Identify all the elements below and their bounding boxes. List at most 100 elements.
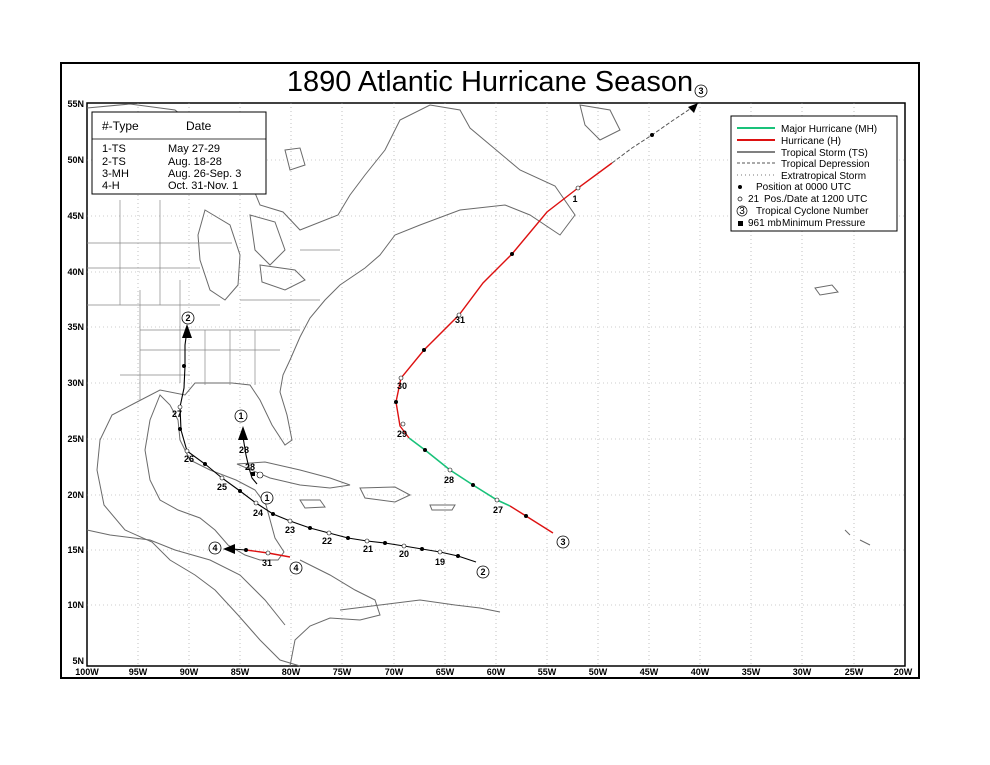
lat-label: 55N: [67, 99, 84, 109]
storm-number: 3: [698, 86, 703, 96]
table-header-date: Date: [186, 119, 212, 133]
storm-number: 1: [264, 493, 269, 503]
lat-label: 5N: [72, 656, 84, 666]
longitude-labels: 100W 95W 90W 85W 80W 75W 70W 65W 60W 55W…: [75, 667, 913, 677]
date-label: 21: [363, 544, 373, 554]
lon-label: 90W: [180, 667, 199, 677]
lon-label: 40W: [691, 667, 710, 677]
legend-label: Major Hurricane (MH): [781, 124, 877, 135]
storm-2-noon-positions: [177, 404, 443, 555]
map-title: 1890 Atlantic Hurricane Season: [286, 66, 694, 98]
storm-2-arrow: [182, 324, 192, 338]
legend: Major Hurricane (MH) Hurricane (H) Tropi…: [730, 115, 898, 232]
storm-number: 4: [212, 543, 217, 553]
date-label: 26: [184, 454, 194, 464]
lat-label: 20N: [67, 490, 84, 500]
position-open-dot-icon: [737, 196, 743, 202]
table-row-date: Oct. 31-Nov. 1: [168, 180, 238, 192]
storm-1-track: [238, 426, 264, 485]
date-label: 28: [245, 462, 255, 472]
table-row-type: 4-H: [102, 180, 120, 192]
lon-label: 45W: [640, 667, 659, 677]
political-boundaries: [87, 200, 340, 400]
lat-label: 35N: [67, 322, 84, 332]
legend-pos-1200: Pos./Date at 1200 UTC: [764, 194, 867, 205]
table-row-type: 3-MH: [102, 168, 129, 180]
lat-label: 15N: [67, 545, 84, 555]
lon-label: 55W: [538, 667, 557, 677]
lon-label: 30W: [793, 667, 812, 677]
date-label: 30: [397, 381, 407, 391]
lat-label: 50N: [67, 155, 84, 165]
date-label: 24: [253, 508, 263, 518]
storm-number-circles: [181, 84, 708, 579]
date-label: 23: [285, 525, 295, 535]
storm-number: 2: [480, 567, 485, 577]
lat-label: 10N: [67, 600, 84, 610]
storm-number: 1: [238, 411, 243, 421]
date-label: 31: [262, 558, 272, 568]
cyclone-number-icon: [736, 205, 748, 217]
date-label: 28: [239, 445, 249, 455]
storm-number: 3: [560, 537, 565, 547]
date-label: 25: [217, 482, 227, 492]
legend-position-0000: Position at 0000 UTC: [756, 182, 851, 193]
pressure-square-icon: [738, 221, 743, 226]
date-label: 28: [444, 475, 454, 485]
map-frame: [60, 62, 920, 679]
lat-label: 30N: [67, 378, 84, 388]
legend-pressure-value: 961 mb: [748, 218, 782, 229]
lon-label: 100W: [75, 667, 99, 677]
storm-number: 4: [293, 563, 298, 573]
legend-pressure-text: Minimum Pressure: [782, 218, 866, 229]
legend-label: Hurricane (H): [781, 136, 841, 147]
storm-2-positions: [178, 364, 460, 558]
lon-label: 35W: [742, 667, 761, 677]
lon-label: 95W: [129, 667, 148, 677]
lon-label: 60W: [487, 667, 506, 677]
position-dot-icon: [738, 185, 742, 189]
table-row-date: May 27-29: [168, 143, 220, 155]
lat-label: 25N: [67, 434, 84, 444]
lon-label: 50W: [589, 667, 608, 677]
storm-4-arrow: [223, 544, 235, 554]
storm-table: #-Type Date 1-TS May 27-29 2-TS Aug. 18-…: [91, 111, 267, 195]
date-label: 1: [572, 194, 577, 204]
legend-pos-number: 21: [748, 194, 760, 205]
lon-label: 85W: [231, 667, 250, 677]
date-labels: 28 28 19 20 21 22 23 24 25 26 27 27 28 2…: [172, 194, 578, 568]
lon-label: 65W: [436, 667, 455, 677]
date-label: 27: [172, 409, 182, 419]
storm-4-track: [223, 544, 291, 558]
date-label: 20: [399, 549, 409, 559]
table-row-type: 1-TS: [102, 143, 126, 155]
storm-numbers: 1 1 2 2 3 3 4 4: [185, 86, 703, 577]
table-row-type: 2-TS: [102, 156, 126, 168]
latitude-labels: 5N 10N 15N 20N 25N 30N 35N 40N 45N 50N 5…: [67, 99, 84, 666]
table-row-date: Aug. 26-Sep. 3: [168, 168, 241, 180]
storm-1-min-pressure: [251, 472, 255, 476]
lon-label: 20W: [894, 667, 913, 677]
storm-3-track: [394, 103, 698, 534]
legend-cyclone-number: Tropical Cyclone Number: [756, 206, 869, 217]
legend-cyclone-symbol: 3: [739, 206, 745, 217]
date-label: 22: [322, 536, 332, 546]
date-label: 19: [435, 557, 445, 567]
storm-number: 2: [185, 313, 190, 323]
storm-2-track: [177, 324, 477, 563]
lon-label: 80W: [282, 667, 301, 677]
date-label: 27: [493, 505, 503, 515]
lon-label: 25W: [845, 667, 864, 677]
lon-label: 70W: [385, 667, 404, 677]
storm-3-positions: [394, 133, 654, 518]
lat-label: 40N: [67, 267, 84, 277]
lon-label: 75W: [333, 667, 352, 677]
table-row-date: Aug. 18-28: [168, 156, 222, 168]
legend-label: Tropical Storm (TS): [781, 148, 868, 159]
legend-label: Tropical Depression: [781, 159, 870, 170]
date-label: 31: [455, 315, 465, 325]
storm-1-arrow: [238, 426, 248, 440]
legend-label: Extratropical Storm: [781, 171, 866, 182]
storm-3-noon-positions: [398, 185, 581, 503]
